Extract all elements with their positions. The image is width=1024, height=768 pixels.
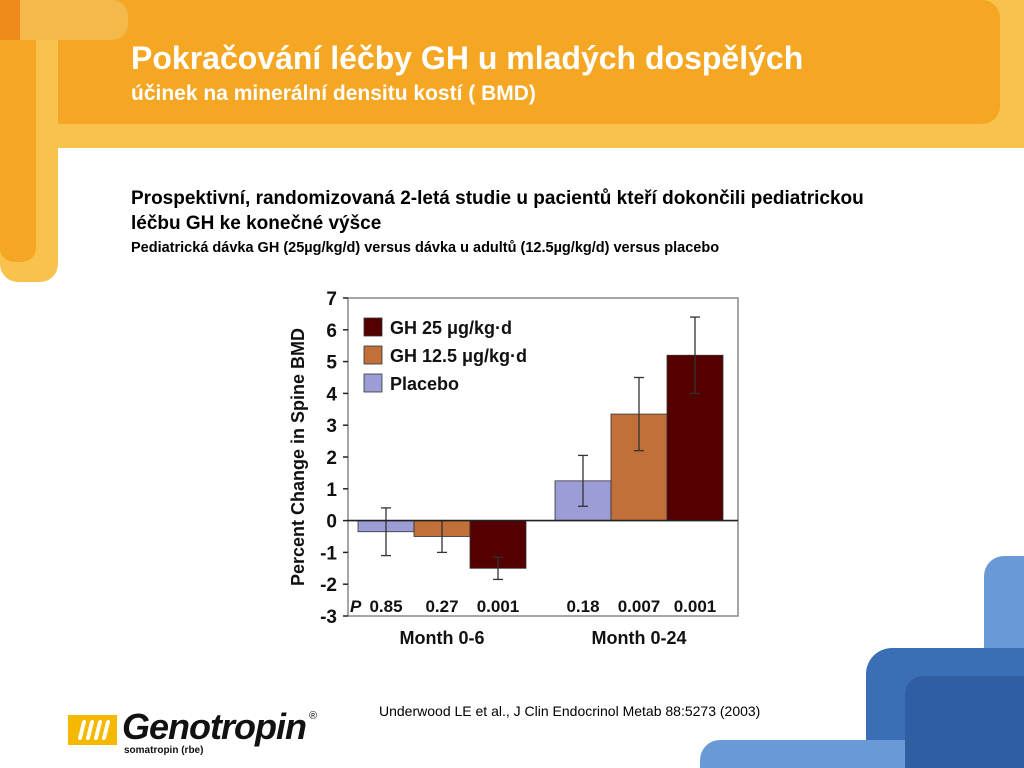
p-value: 0.001: [477, 597, 520, 616]
slide-subtitle: účinek na minerální densitu kostí ( BMD): [131, 82, 536, 105]
p-value: 0.85: [369, 597, 402, 616]
legend-swatch: [363, 373, 383, 393]
logo-tagline: somatropin (rbe): [124, 745, 204, 756]
genotropin-logo: Genotropin ® somatropin (rbe): [68, 706, 328, 758]
p-value: 0.18: [566, 597, 599, 616]
y-tick-label: -1: [320, 543, 337, 564]
legend-label: GH 25 μg/kg·d: [390, 318, 512, 338]
logo-registered-mark: ®: [309, 710, 318, 722]
y-tick-label: 2: [326, 448, 337, 469]
legend-swatch: [363, 345, 383, 365]
p-value: 0.001: [674, 597, 717, 616]
y-tick-label: 1: [326, 480, 337, 501]
x-category-label: Month 0-24: [591, 628, 686, 648]
dose-comparison: Pediatrická dávka GH (25µg/kg/d) versus …: [131, 240, 720, 256]
legend-swatch: [363, 317, 383, 337]
y-tick-label: 0: [326, 512, 337, 533]
logo-mark-icon: [68, 715, 117, 745]
y-tick-label: 4: [326, 384, 337, 405]
y-tick-label: 5: [326, 353, 337, 374]
slide-title: Pokračování léčby GH u mladých dospělých: [131, 40, 804, 76]
p-label: P: [350, 597, 362, 616]
bmd-bar-chart: -3 -2 -1 0 1 2 3 4 5 6 7 Percent Change in Spine BM…: [288, 289, 739, 648]
y-axis-label: Percent Change in Spine BMD: [288, 328, 308, 586]
p-value: 0.007: [618, 597, 661, 616]
legend-label: GH 12.5 μg/kg·d: [390, 346, 527, 366]
y-tick-label: -3: [320, 607, 337, 628]
y-tick-label: 6: [326, 321, 337, 342]
logo-brand: Genotropin: [122, 706, 307, 747]
bar: [469, 520, 527, 569]
y-tick-label: 7: [326, 289, 337, 310]
y-tick-label: -2: [320, 575, 337, 596]
study-description: Prospektivní, randomizovaná 2-letá studi…: [131, 188, 864, 234]
citation: Underwood LE et al., J Clin Endocrinol M…: [379, 703, 761, 719]
y-tick-label: 3: [326, 416, 337, 437]
p-value: 0.27: [425, 597, 458, 616]
x-category-label: Month 0-6: [400, 628, 485, 648]
legend-label: Placebo: [390, 374, 459, 394]
